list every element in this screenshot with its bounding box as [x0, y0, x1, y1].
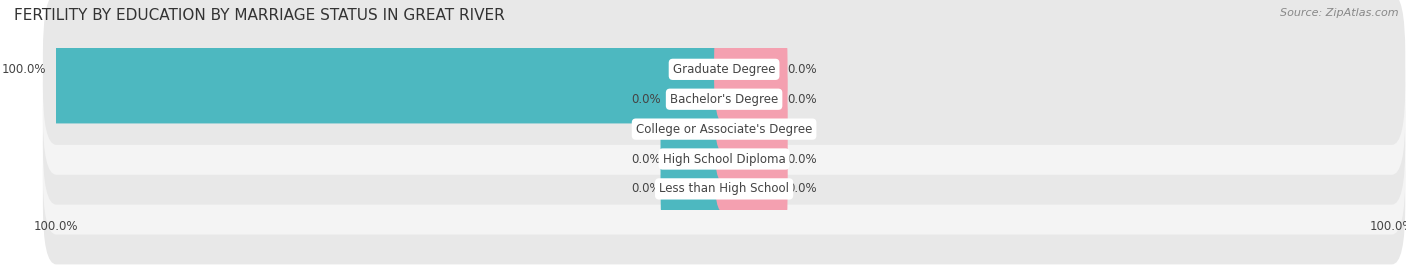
- Text: 0.0%: 0.0%: [787, 123, 817, 136]
- Legend: Married, Unmarried: Married, Unmarried: [634, 264, 814, 269]
- FancyBboxPatch shape: [661, 45, 734, 153]
- Text: College or Associate's Degree: College or Associate's Degree: [636, 123, 813, 136]
- FancyBboxPatch shape: [714, 45, 787, 153]
- FancyBboxPatch shape: [42, 113, 1406, 264]
- Text: 0.0%: 0.0%: [631, 123, 661, 136]
- FancyBboxPatch shape: [661, 75, 734, 183]
- Text: Source: ZipAtlas.com: Source: ZipAtlas.com: [1281, 8, 1399, 18]
- FancyBboxPatch shape: [42, 0, 1406, 145]
- Text: Bachelor's Degree: Bachelor's Degree: [671, 93, 778, 106]
- FancyBboxPatch shape: [714, 75, 787, 183]
- Text: High School Diploma: High School Diploma: [662, 153, 786, 165]
- Text: 0.0%: 0.0%: [787, 153, 817, 165]
- FancyBboxPatch shape: [714, 15, 787, 123]
- Text: 0.0%: 0.0%: [787, 93, 817, 106]
- Text: 0.0%: 0.0%: [631, 93, 661, 106]
- FancyBboxPatch shape: [42, 24, 1406, 175]
- FancyBboxPatch shape: [42, 83, 1406, 235]
- FancyBboxPatch shape: [714, 135, 787, 243]
- Text: 0.0%: 0.0%: [787, 182, 817, 195]
- Text: 0.0%: 0.0%: [631, 153, 661, 165]
- Text: 100.0%: 100.0%: [1, 63, 46, 76]
- Text: Graduate Degree: Graduate Degree: [673, 63, 775, 76]
- FancyBboxPatch shape: [661, 105, 734, 213]
- Text: 0.0%: 0.0%: [787, 63, 817, 76]
- Text: Less than High School: Less than High School: [659, 182, 789, 195]
- FancyBboxPatch shape: [661, 135, 734, 243]
- Text: FERTILITY BY EDUCATION BY MARRIAGE STATUS IN GREAT RIVER: FERTILITY BY EDUCATION BY MARRIAGE STATU…: [14, 8, 505, 23]
- Text: 0.0%: 0.0%: [631, 182, 661, 195]
- FancyBboxPatch shape: [46, 15, 734, 123]
- FancyBboxPatch shape: [42, 54, 1406, 205]
- FancyBboxPatch shape: [714, 105, 787, 213]
